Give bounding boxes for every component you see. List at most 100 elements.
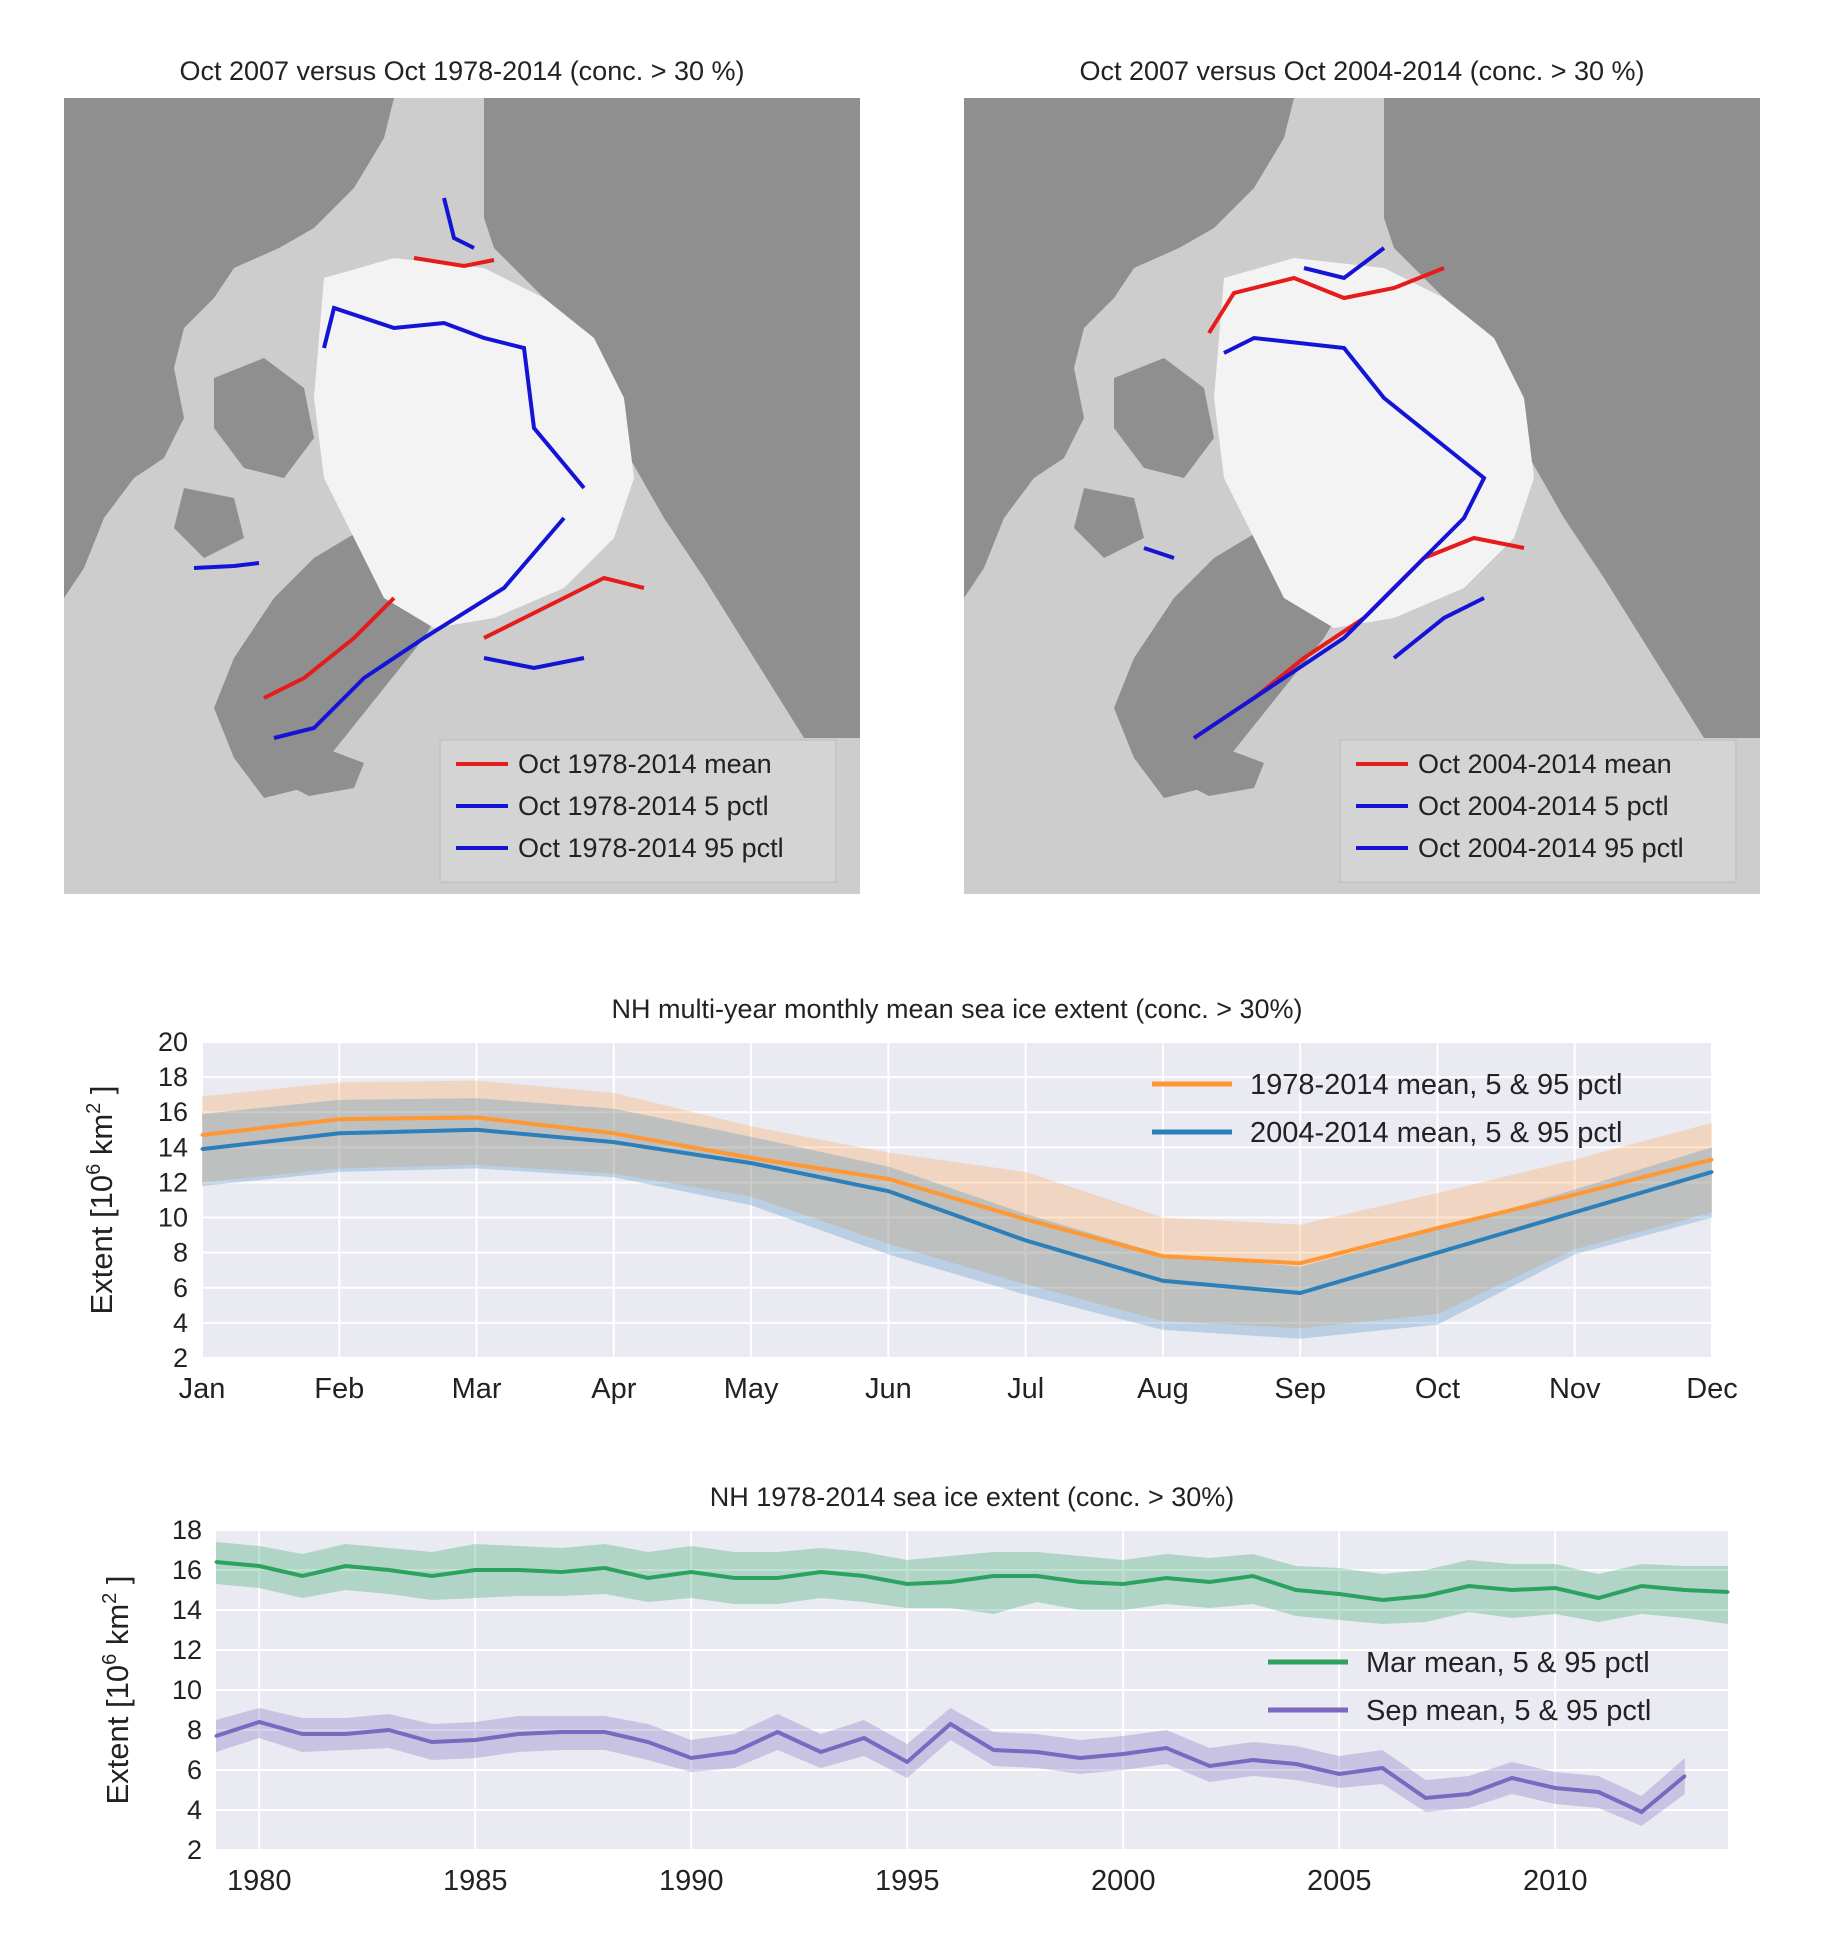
data-point	[732, 1576, 736, 1580]
pctl-band	[216, 1542, 1728, 1624]
data-point	[603, 1730, 607, 1734]
x-tick-label: Sep	[1274, 1373, 1326, 1405]
data-point	[992, 1748, 996, 1752]
data-point	[776, 1730, 780, 1734]
y-tick-label: 2	[173, 1343, 188, 1373]
data-point	[905, 1760, 909, 1764]
data-point	[337, 1131, 341, 1135]
data-point	[1435, 1251, 1439, 1255]
data-point	[646, 1740, 650, 1744]
y-tick-label: 20	[158, 1030, 188, 1057]
landmass-iceland	[1184, 748, 1264, 796]
data-point	[1510, 1776, 1514, 1780]
data-point	[1161, 1279, 1165, 1283]
pctl-band	[216, 1708, 1685, 1826]
sea-ice-area	[1214, 258, 1534, 628]
data-point	[430, 1740, 434, 1744]
landmass-eurasia	[484, 98, 860, 738]
annual-chart-title: NH 1978-2014 sea ice extent (conc. > 30%…	[709, 1482, 1235, 1512]
data-point	[862, 1736, 866, 1740]
data-point	[344, 1564, 348, 1568]
data-point	[689, 1756, 693, 1760]
data-point	[1251, 1758, 1255, 1762]
data-point	[1510, 1588, 1514, 1592]
legend-label-5-pctl: Oct 2004-2014 5 pctl	[1418, 791, 1669, 821]
landmass-north-america	[964, 98, 1294, 598]
x-tick-label: 2005	[1307, 1865, 1372, 1897]
data-point	[749, 1156, 753, 1160]
arctic-map-1978-2014: Oct 1978-2014 mean Oct 1978-2014 5 pctl …	[64, 98, 860, 894]
landmass-iceland	[284, 748, 364, 796]
data-point	[1683, 1774, 1687, 1778]
monthly-extent-chart: 2 4 6 8 10 12 14 16 18 20 Jan Feb Mar Apr May Jun Jul Aug…	[83, 1030, 1738, 1405]
data-point	[430, 1574, 434, 1578]
x-tick-label: 1980	[227, 1865, 292, 1897]
contour-mean	[263, 256, 645, 700]
data-point	[257, 1720, 261, 1724]
y-tick-label: 4	[187, 1795, 202, 1825]
x-tick-label: Dec	[1686, 1373, 1738, 1405]
y-tick-label: 16	[172, 1555, 202, 1585]
x-tick-label: Jul	[1007, 1373, 1044, 1405]
data-point	[905, 1582, 909, 1586]
x-tick-label: Jun	[865, 1373, 912, 1405]
data-point	[1024, 1238, 1028, 1242]
x-tick-label: Aug	[1137, 1373, 1189, 1405]
data-point	[214, 1734, 218, 1738]
landmass-eurasia	[1384, 98, 1760, 738]
x-tick-label: 2010	[1523, 1865, 1588, 1897]
data-point	[1424, 1796, 1428, 1800]
data-point	[344, 1732, 348, 1736]
x-tick-label: May	[724, 1373, 779, 1405]
data-point	[689, 1570, 693, 1574]
x-tick-label: 1995	[875, 1865, 940, 1897]
x-tick-label: Apr	[591, 1373, 636, 1405]
data-point	[1121, 1582, 1125, 1586]
data-point	[1251, 1574, 1255, 1578]
legend-label-5-pctl: Oct 1978-2014 5 pctl	[518, 791, 769, 821]
pctl-band	[202, 1080, 1712, 1329]
data-point	[1683, 1588, 1687, 1592]
contour-95-pctl	[193, 197, 585, 671]
data-point	[732, 1750, 736, 1754]
data-point	[819, 1570, 823, 1574]
data-point	[1424, 1594, 1428, 1598]
data-point	[1337, 1772, 1341, 1776]
legend-label-95-pctl: Oct 1978-2014 95 pctl	[518, 833, 784, 863]
y-axis-label: Extent [106 km2 ]	[83, 1085, 119, 1314]
data-point	[612, 1131, 616, 1135]
data-point	[475, 1115, 479, 1119]
x-tick-label: 1990	[659, 1865, 724, 1897]
data-point	[473, 1568, 477, 1572]
legend-label-mean: Oct 1978-2014 mean	[518, 749, 772, 779]
map-legend-1978-2014: Oct 1978-2014 mean Oct 1978-2014 5 pctl …	[439, 739, 837, 883]
data-point	[200, 1147, 204, 1151]
legend-label-mean: Oct 2004-2014 mean	[1418, 749, 1672, 779]
data-point	[1294, 1762, 1298, 1766]
y-tick-label: 10	[158, 1203, 188, 1233]
data-point	[257, 1564, 261, 1568]
data-point	[475, 1128, 479, 1132]
sea-ice-area	[314, 258, 634, 628]
data-point	[1553, 1786, 1557, 1790]
data-point	[1467, 1584, 1471, 1588]
data-point	[1573, 1210, 1577, 1214]
mean-line	[215, 1560, 1729, 1603]
y-tick-label: 14	[158, 1132, 188, 1162]
data-point	[603, 1566, 607, 1570]
data-point	[1337, 1592, 1341, 1596]
x-tick-label: Feb	[314, 1373, 364, 1405]
x-tick-label: Mar	[452, 1373, 502, 1405]
data-point	[1035, 1750, 1039, 1754]
y-tick-label: 6	[187, 1755, 202, 1785]
data-point	[948, 1580, 952, 1584]
x-tick-label: 2000	[1091, 1865, 1156, 1897]
data-point	[1553, 1586, 1557, 1590]
x-tick-label: Oct	[1415, 1373, 1460, 1405]
data-point	[1596, 1790, 1600, 1794]
map-title-2004-2014: Oct 2007 versus Oct 2004-2014 (conc. > 3…	[1079, 56, 1645, 86]
data-point	[862, 1574, 866, 1578]
data-point	[1435, 1226, 1439, 1230]
data-point	[1164, 1576, 1168, 1580]
data-point	[646, 1576, 650, 1580]
